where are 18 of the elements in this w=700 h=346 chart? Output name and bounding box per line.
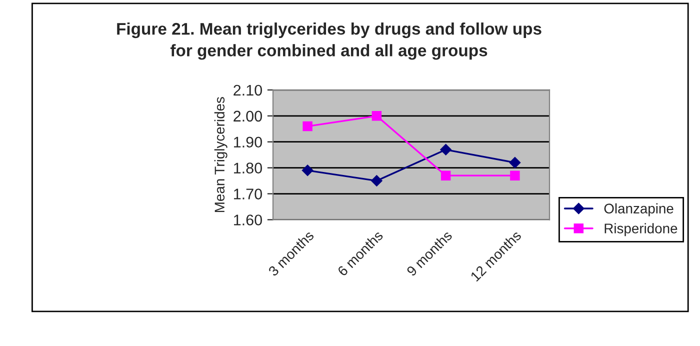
point xyxy=(302,164,314,176)
point xyxy=(440,144,452,156)
chart-title: Figure 21. Mean triglycerides by drugs and follow ups for gender combined and all age groups xyxy=(117,22,542,60)
legend-label: Risperidone xyxy=(604,223,678,236)
point xyxy=(371,175,382,186)
point xyxy=(510,170,520,180)
y-tick-label: 1.80 xyxy=(234,162,262,174)
point xyxy=(509,157,521,168)
y-tick-label: 1.70 xyxy=(234,188,262,200)
y-tick-label: 1.90 xyxy=(234,136,262,148)
y-tick-label: 1.60 xyxy=(234,214,262,226)
point xyxy=(440,170,451,180)
y-tick-label: 2.10 xyxy=(234,84,262,96)
point xyxy=(302,121,312,132)
y-axis-title: Mean Triglycerides xyxy=(214,97,228,212)
y-tick-label: 2.00 xyxy=(234,110,262,122)
point xyxy=(372,111,382,121)
legend-label: Olanzapine xyxy=(604,203,674,216)
